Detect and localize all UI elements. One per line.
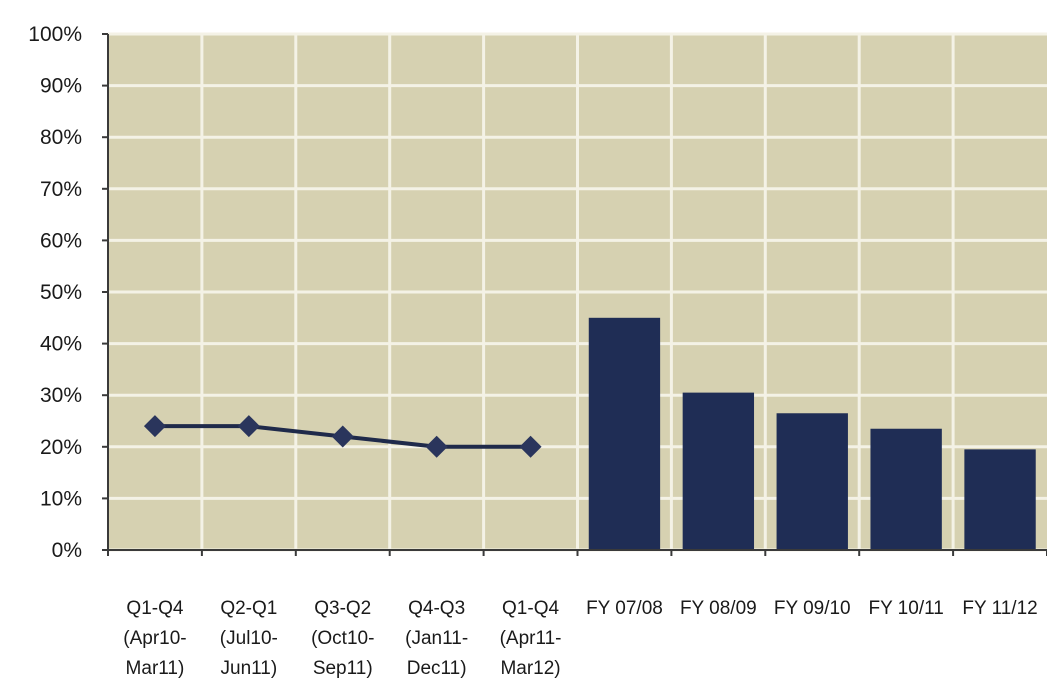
- data-point-marker: [425, 435, 448, 458]
- bar-series: [588, 317, 1036, 550]
- bar: [776, 413, 848, 550]
- y-axis-ticks: 0% 10% 20% 30% 40% 50% 60% 70% 80% 90% 100%: [28, 23, 108, 562]
- x-tick-label: (Apr10-: [123, 628, 186, 649]
- y-tick-label: 30%: [40, 384, 82, 407]
- x-tick-label: Q2-Q1: [220, 598, 277, 619]
- bar: [588, 317, 661, 550]
- x-tick-label: Dec11): [407, 658, 467, 679]
- x-tick-label: (Apr11-: [500, 628, 562, 649]
- data-point-marker: [237, 415, 260, 438]
- x-tick-label: FY 08/09: [680, 598, 757, 619]
- x-tick-label: FY 09/10: [774, 598, 851, 619]
- x-tick-label: Q1-Q4: [126, 598, 183, 619]
- x-tick-label: Mar11): [126, 658, 185, 679]
- bar: [870, 428, 942, 550]
- x-axis-ticks: Q1-Q4 (Apr10- Mar11) Q2-Q1 (Jul10- Jun11) Q3-Q…: [123, 598, 1037, 679]
- x-tick-label: Q4-Q3: [408, 598, 465, 619]
- x-tick-label: FY 10/11: [868, 598, 943, 619]
- bar: [964, 449, 1036, 550]
- x-tick-label: FY 07/08: [586, 598, 663, 619]
- data-point-marker: [143, 415, 166, 438]
- x-tick-label: (Oct10-: [311, 628, 374, 649]
- data-point-marker: [331, 425, 354, 448]
- y-tick-label: 100%: [28, 23, 82, 46]
- y-tick-label: 20%: [40, 436, 82, 459]
- x-tick-label: Mar12): [500, 658, 560, 679]
- x-tick-label: (Jul10-: [220, 628, 278, 649]
- x-tick-label: (Jan11-: [405, 628, 468, 649]
- y-tick-label: 10%: [40, 487, 82, 510]
- x-tick-label: Jun11): [221, 658, 278, 679]
- bar: [682, 392, 755, 550]
- y-tick-label: 40%: [40, 333, 82, 356]
- y-tick-label: 60%: [40, 229, 82, 252]
- line-series: [143, 415, 542, 458]
- x-tick-label: Q1-Q4: [502, 598, 559, 619]
- y-tick-label: 70%: [40, 178, 82, 201]
- x-tick-label: Sep11): [313, 658, 373, 679]
- data-point-marker: [519, 435, 542, 458]
- x-tick-label: FY 11/12: [962, 598, 1037, 619]
- grid-lines: [108, 32, 1047, 552]
- x-tick-label: Q3-Q2: [314, 598, 371, 619]
- y-tick-label: 80%: [40, 126, 82, 149]
- y-tick-label: 90%: [40, 75, 82, 98]
- y-tick-label: 50%: [40, 281, 82, 304]
- y-tick-label: 0%: [52, 539, 82, 562]
